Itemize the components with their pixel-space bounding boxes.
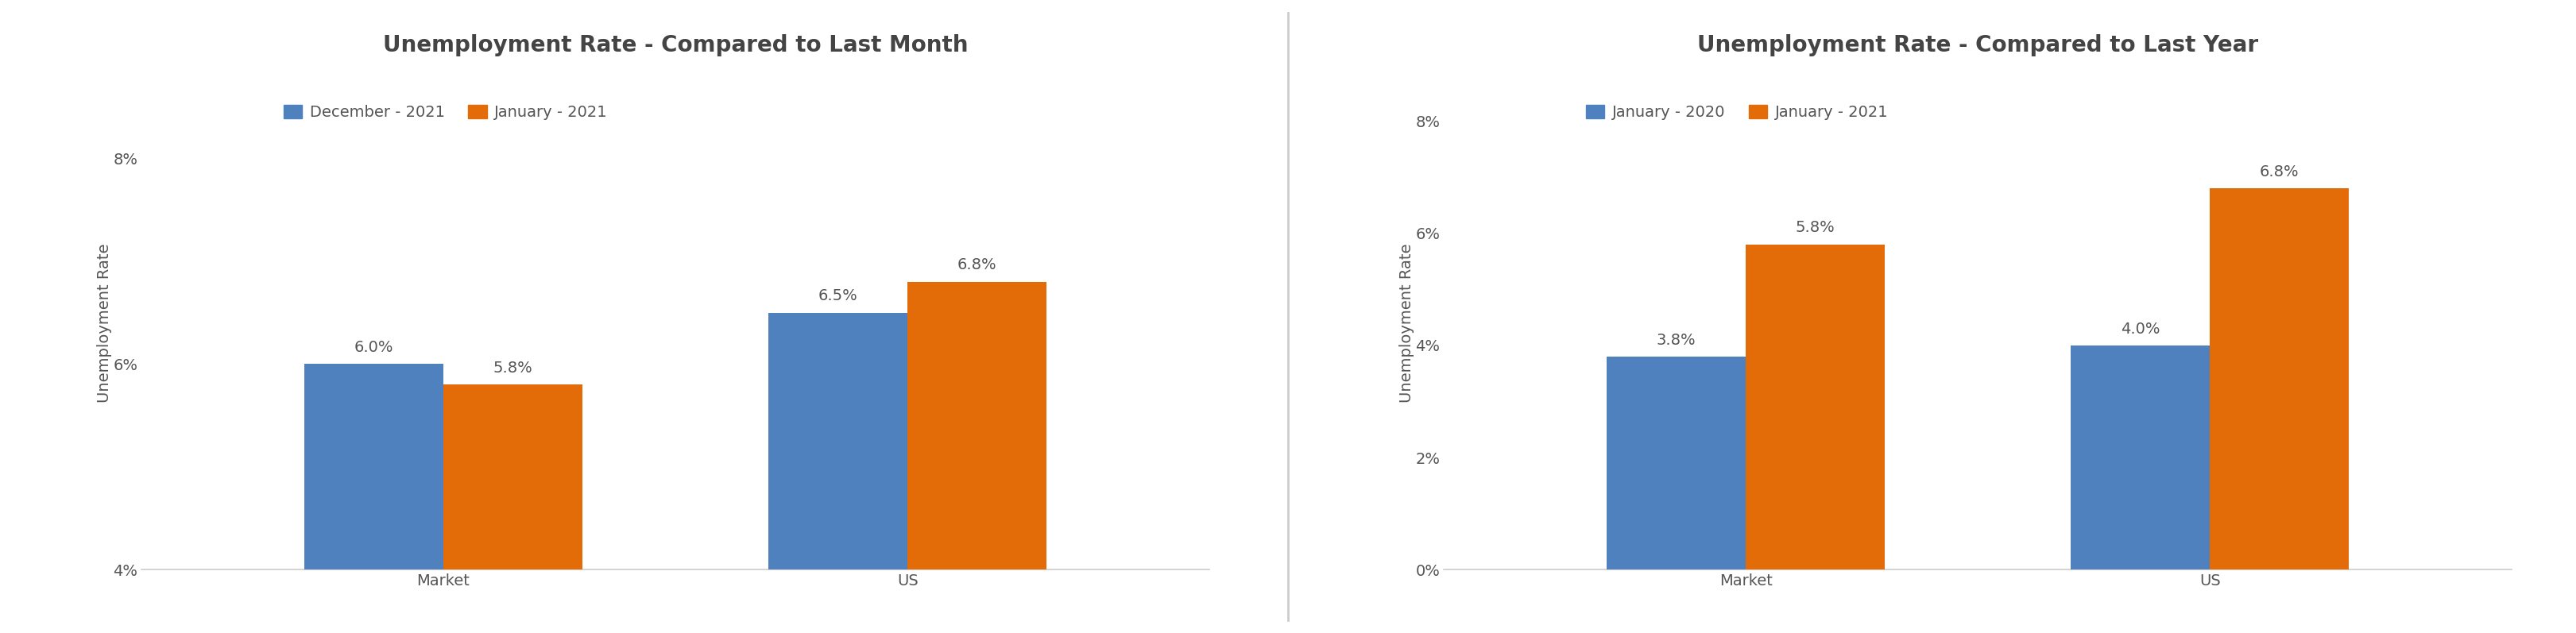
Bar: [2210, 188, 2349, 570]
Text: 6.8%: 6.8%: [958, 258, 997, 273]
Bar: [443, 385, 582, 570]
Title: Unemployment Rate - Compared to Last Year: Unemployment Rate - Compared to Last Yea…: [1698, 34, 2259, 56]
Bar: [304, 364, 443, 570]
Y-axis label: Unemployment Rate: Unemployment Rate: [98, 243, 111, 403]
Bar: [907, 282, 1046, 570]
Bar: [1747, 244, 1886, 570]
Text: 5.8%: 5.8%: [1795, 220, 1834, 235]
Legend: December - 2021, January - 2021: December - 2021, January - 2021: [278, 99, 613, 126]
Bar: [1607, 356, 1747, 570]
Y-axis label: Unemployment Rate: Unemployment Rate: [1399, 243, 1414, 403]
Title: Unemployment Rate - Compared to Last Month: Unemployment Rate - Compared to Last Mon…: [384, 34, 969, 56]
Text: 3.8%: 3.8%: [1656, 332, 1695, 348]
Text: 5.8%: 5.8%: [492, 361, 533, 375]
Legend: January - 2020, January - 2021: January - 2020, January - 2021: [1579, 99, 1893, 126]
Bar: [2071, 345, 2210, 570]
Bar: [768, 313, 907, 570]
Text: 4.0%: 4.0%: [2120, 322, 2159, 336]
Text: 6.5%: 6.5%: [819, 289, 858, 304]
Text: 6.8%: 6.8%: [2259, 164, 2300, 179]
Text: 6.0%: 6.0%: [353, 340, 394, 355]
